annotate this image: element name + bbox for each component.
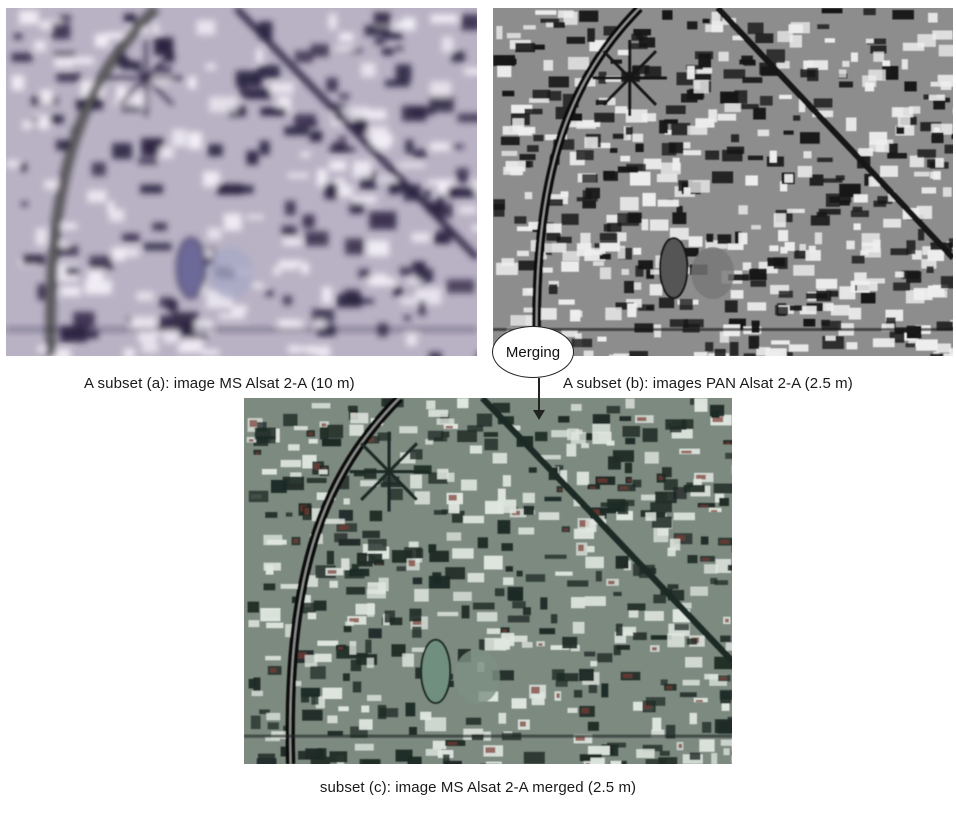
- caption-b: A subset (b): images PAN Alsat 2-A (2.5 …: [563, 375, 853, 392]
- caption-a: A subset (a): image MS Alsat 2-A (10 m): [84, 375, 355, 392]
- merging-bubble: Merging: [492, 326, 574, 378]
- image-pan-2-5m: [493, 8, 953, 356]
- satellite-image-a: [6, 8, 477, 356]
- caption-c: subset (c): image MS Alsat 2-A merged (2…: [319, 779, 637, 796]
- image-ms-10m: [6, 8, 477, 356]
- image-merged-2-5m: [244, 398, 732, 764]
- arrow-down-icon: [533, 410, 545, 420]
- satellite-image-b: [493, 8, 953, 356]
- arrow-shaft: [538, 378, 540, 412]
- merging-label: Merging: [505, 343, 561, 361]
- satellite-image-c: [244, 398, 732, 764]
